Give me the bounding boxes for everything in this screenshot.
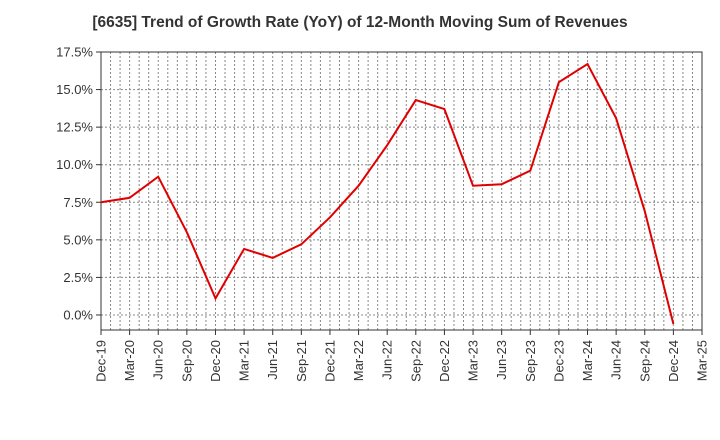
x-tick-label: Sep-21 [294, 340, 309, 382]
x-tick-label: Sep-23 [523, 340, 538, 382]
series-group [100, 62, 675, 325]
x-tick-label: Dec-23 [551, 340, 566, 382]
y-tick-label: 5.0% [63, 232, 93, 247]
x-tick-label: Mar-24 [580, 340, 595, 381]
y-tick-label: 12.5% [56, 120, 93, 135]
x-tick-label: Jun-24 [609, 340, 624, 380]
x-tick-label: Jun-23 [494, 340, 509, 380]
x-tick-label: Dec-19 [94, 340, 109, 382]
y-tick-label: 2.5% [63, 270, 93, 285]
x-tick-label: Mar-20 [122, 340, 137, 381]
x-tick-label: Jun-21 [265, 340, 280, 380]
x-tick-label: Mar-21 [237, 340, 252, 381]
x-tick-label: Jun-22 [380, 340, 395, 380]
y-tick-label: 15.0% [56, 82, 93, 97]
x-tick-label: Jun-20 [151, 340, 166, 380]
y-tick-label: 17.5% [56, 45, 93, 60]
x-tick-label: Mar-22 [351, 340, 366, 381]
x-tick-label: Dec-22 [437, 340, 452, 382]
chart-title: [6635] Trend of Growth Rate (YoY) of 12-… [92, 14, 628, 31]
x-tick-label: Dec-20 [208, 340, 223, 382]
x-tick-label: Sep-22 [408, 340, 423, 382]
plot-area-border [100, 51, 703, 331]
x-tick-label: Mar-25 [695, 340, 710, 381]
series-line [100, 62, 675, 325]
x-tick-label: Sep-20 [179, 340, 194, 382]
x-tick-label: Mar-23 [466, 340, 481, 381]
x-tick-label: Dec-24 [666, 340, 681, 382]
y-tick-label: 10.0% [56, 157, 93, 172]
x-tick-label: Dec-21 [322, 340, 337, 382]
x-tick-label: Sep-24 [637, 340, 652, 382]
y-axis: 0.0% 2.5% 5.0% 7.5% 10.0% 12.5% 15.0% 17.5% [56, 45, 101, 322]
y-tick-label: 0.0% [63, 307, 93, 322]
x-axis: Dec-19 Mar-20 Jun-20 Sep-20 Dec-20 Mar-21 Jun-… [94, 330, 710, 382]
y-tick-label: 7.5% [63, 195, 93, 210]
grid-lines [101, 51, 702, 330]
